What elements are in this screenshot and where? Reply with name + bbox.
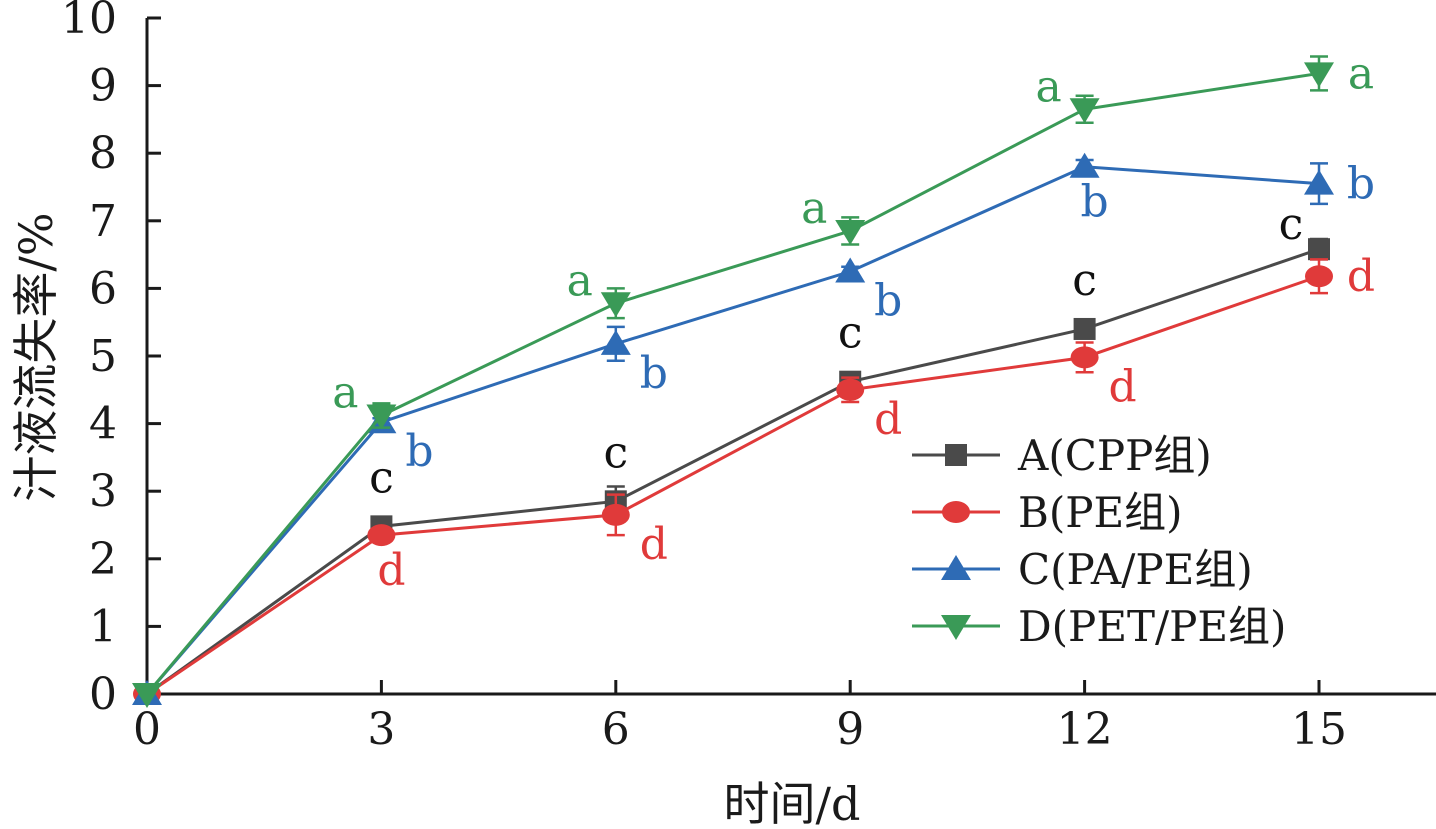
y-tick-label: 4 <box>89 399 117 450</box>
significance-label: a <box>332 367 358 418</box>
significance-label: b <box>874 276 902 327</box>
significance-label: b <box>640 348 668 399</box>
significance-label: c <box>369 452 394 503</box>
significance-label: c <box>1072 255 1097 306</box>
data-point <box>1304 62 1334 88</box>
significance-label: d <box>1109 361 1137 412</box>
legend-marker <box>941 615 971 640</box>
significance-label: b <box>405 426 433 477</box>
significance-label: d <box>640 519 668 570</box>
data-point <box>132 683 162 708</box>
y-axis-title: 汁液流失率/% <box>9 212 63 501</box>
x-tick-label: 3 <box>367 704 395 755</box>
legend-item: D(PET/PE组) <box>912 602 1286 651</box>
y-tick-label: 6 <box>89 263 117 314</box>
legend-item: C(PA/PE组) <box>912 545 1253 594</box>
series-1: d d d d d <box>133 251 1375 705</box>
data-point <box>1305 265 1333 288</box>
significance-label: c <box>603 427 628 478</box>
data-point <box>366 404 397 430</box>
data-point <box>1069 98 1100 124</box>
legend-marker <box>945 444 967 466</box>
y-tick-label: 2 <box>89 534 117 585</box>
data-point <box>1304 169 1334 195</box>
significance-label: b <box>1081 177 1109 228</box>
data-point <box>835 219 866 245</box>
legend-item: B(PE组) <box>912 488 1183 537</box>
legend-label: A(CPP组) <box>1017 431 1212 480</box>
significance-label: a <box>1348 48 1374 99</box>
data-point <box>600 292 631 318</box>
y-tick-label: 8 <box>89 128 117 179</box>
x-tick-label: 12 <box>1057 704 1113 755</box>
y-tick-label: 9 <box>89 61 117 112</box>
legend-label: D(PET/PE组) <box>1018 602 1286 651</box>
data-point <box>600 329 631 355</box>
y-tick-label: 7 <box>89 196 117 247</box>
significance-label: c <box>838 308 863 359</box>
legend-label: B(PE组) <box>1018 488 1183 537</box>
legend-marker <box>941 555 971 580</box>
significance-label: c <box>1279 199 1304 250</box>
data-point <box>836 378 865 401</box>
series-line <box>146 247 1320 696</box>
y-tick-label: 1 <box>89 601 117 652</box>
data-point <box>1073 317 1096 340</box>
y-tick-label: 5 <box>89 331 117 382</box>
x-axis-title: 时间/d <box>724 777 861 829</box>
data-point <box>1308 238 1330 261</box>
series-line <box>146 274 1320 696</box>
series-line <box>145 71 1320 695</box>
legend-label: C(PA/PE组) <box>1018 545 1253 594</box>
data-point <box>601 503 630 526</box>
y-tick-label: 10 <box>61 0 117 44</box>
legend: A(CPP组) B(PE组) C(PA/PE组) D(PET/PE组) <box>912 431 1286 651</box>
y-tick-label: 3 <box>89 466 117 517</box>
x-tick-label: 9 <box>836 704 864 755</box>
series-3: a a a a a <box>132 48 1374 708</box>
legend-item: A(CPP组) <box>912 431 1212 480</box>
data-point <box>367 524 396 547</box>
x-tick-label: 0 <box>133 704 161 755</box>
significance-label: d <box>874 394 902 445</box>
x-tick-label: 15 <box>1291 704 1347 755</box>
significance-label: a <box>567 255 593 306</box>
significance-label: d <box>1347 251 1375 302</box>
legend-marker <box>942 501 970 523</box>
data-point <box>835 257 866 283</box>
data-point <box>1069 152 1100 178</box>
significance-label: b <box>1347 159 1375 210</box>
series-line <box>145 165 1320 695</box>
y-tick-label: 0 <box>89 669 117 720</box>
significance-label: d <box>377 545 405 596</box>
x-tick-label: 6 <box>602 704 630 755</box>
significance-label: a <box>1035 61 1061 112</box>
significance-label: a <box>801 183 827 234</box>
data-point <box>1070 346 1099 369</box>
